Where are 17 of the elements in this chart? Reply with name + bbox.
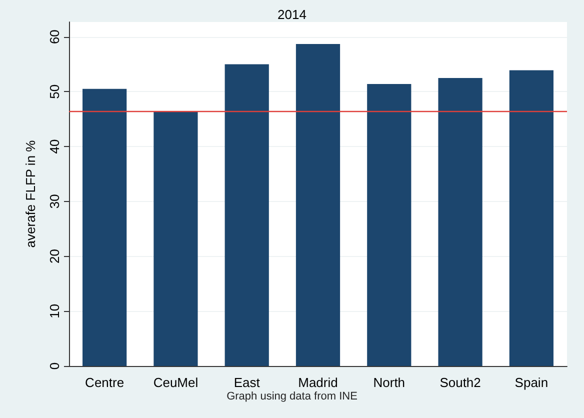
x-tick-label: North bbox=[373, 375, 406, 390]
y-axis-title: averafe FLFP in % bbox=[23, 140, 38, 248]
y-tick-label: 20 bbox=[47, 249, 62, 264]
chart-title: 2014 bbox=[278, 7, 306, 22]
text: Graph using data from INE bbox=[226, 390, 358, 402]
x-tick-label: South2 bbox=[440, 375, 481, 390]
y-tick-label: 40 bbox=[47, 139, 62, 154]
y-tick-label: 50 bbox=[47, 84, 62, 99]
x-tick-label: CeuMel bbox=[153, 375, 198, 390]
x-tick-label: Madrid bbox=[298, 375, 338, 390]
x-tick-label: Spain bbox=[514, 375, 548, 390]
y-tick-label: 30 bbox=[47, 194, 62, 209]
y-tick-label: 60 bbox=[47, 30, 62, 44]
y-tick-label: 0 bbox=[47, 362, 62, 370]
x-tick-label: East bbox=[234, 375, 260, 390]
y-tick-label: 10 bbox=[47, 304, 62, 318]
x-tick-label: Centre bbox=[85, 375, 124, 390]
